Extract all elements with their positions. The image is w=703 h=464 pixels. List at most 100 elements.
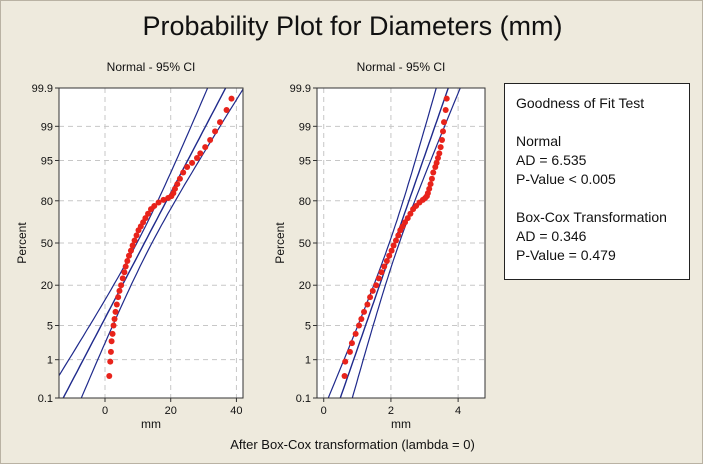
data-point [367, 294, 374, 301]
data-point [427, 181, 434, 188]
y-tick-label: 0.1 [296, 393, 311, 405]
fit-line [62, 88, 227, 398]
data-point [404, 215, 411, 222]
y-tick-label: 99.9 [32, 83, 53, 95]
x-tick-label: 20 [165, 405, 177, 417]
x-tick-label: 4 [455, 405, 461, 417]
data-point [436, 150, 443, 157]
data-point [122, 263, 129, 270]
data-point [434, 154, 441, 161]
data-point [176, 175, 183, 182]
y-tick-label: 99.9 [290, 83, 311, 95]
probability-plot-1: 0.1 1 5 20 50 80 95 99 99.9 0 20 40 Normal - 95% CI m… [15, 60, 244, 431]
data-point [392, 237, 399, 244]
y-tick-label: 80 [299, 196, 311, 208]
data-point [127, 247, 134, 254]
y-tick-label: 50 [41, 238, 53, 250]
data-point [442, 106, 449, 113]
y-tick-label: 99 [41, 121, 53, 133]
data-point [174, 181, 181, 188]
gof-heading: Goodness of Fit Test [516, 95, 645, 111]
data-point [119, 275, 126, 282]
data-point [430, 169, 437, 176]
y-tick-label: 95 [41, 155, 53, 167]
x-tick-label: 2 [388, 405, 394, 417]
data-point [438, 136, 445, 143]
subplot-title: Normal - 95% CI [107, 60, 196, 74]
data-point [378, 269, 385, 276]
data-point [160, 196, 167, 203]
goodness-of-fit-box: Goodness of Fit Test Normal AD = 6.535 P… [504, 83, 690, 280]
y-tick-label: 80 [41, 196, 53, 208]
y-tick-label: 20 [41, 280, 53, 292]
data-point [116, 287, 123, 294]
data-point [133, 232, 140, 239]
data-point [352, 330, 359, 337]
data-point [369, 287, 376, 294]
data-point [426, 185, 433, 192]
data-point [155, 199, 162, 206]
data-point [106, 373, 113, 380]
y-tick-label: 95 [299, 155, 311, 167]
data-point [109, 330, 116, 337]
x-axis-label: mm [141, 417, 161, 431]
data-point [115, 294, 122, 301]
data-point [125, 252, 132, 259]
y-tick-label: 20 [299, 280, 311, 292]
data-point [388, 247, 395, 254]
y-tick-label: 5 [305, 321, 311, 333]
y-tick-label: 0.1 [38, 393, 53, 405]
data-point [342, 358, 349, 365]
data-point [223, 106, 230, 113]
probability-plot-2: 0.1 1 5 20 50 80 95 99 99.9 0 2 4 Normal - 95% CI mm P… [273, 60, 486, 431]
data-point [433, 159, 440, 166]
data-point [112, 308, 119, 315]
data-point [346, 348, 353, 355]
ci-lower-line [59, 88, 209, 377]
data-point [361, 308, 368, 315]
data-point [107, 348, 114, 355]
data-point [395, 232, 402, 239]
data-point [197, 150, 204, 157]
data-point [110, 322, 117, 329]
data-point [356, 322, 362, 329]
data-point [124, 257, 131, 264]
data-point [364, 301, 371, 308]
y-tick-label: 5 [47, 321, 53, 333]
y-tick-label: 1 [305, 355, 311, 367]
gof-normal-label: Normal [516, 133, 562, 149]
data-point [171, 185, 178, 192]
data-point [207, 136, 214, 143]
data-point [348, 340, 355, 347]
y-axis-label: Percent [15, 222, 29, 264]
data-point [375, 275, 382, 282]
data-point [194, 154, 200, 161]
data-point [118, 282, 125, 289]
y-tick-label: 99 [299, 121, 311, 133]
data-point [228, 95, 235, 102]
x-tick-label: 0 [321, 405, 327, 417]
data-point [189, 159, 196, 166]
data-point [107, 358, 114, 365]
data-point [202, 144, 209, 151]
data-point [212, 128, 219, 135]
data-point [373, 282, 380, 289]
chart-title: Probability Plot for Diameters (mm) [142, 11, 563, 41]
data-point [151, 202, 158, 209]
ci-upper-line [351, 88, 461, 398]
data-point [443, 95, 450, 102]
x-tick-label: 0 [102, 405, 108, 417]
data-point [142, 215, 149, 222]
data-point [383, 257, 390, 264]
data-point [390, 242, 397, 249]
x-axis-label: mm [391, 417, 411, 431]
x-tick-label: 40 [230, 405, 242, 417]
gof-boxcox-ad: AD = 0.346 [516, 228, 587, 244]
ci-upper-line [80, 88, 243, 398]
gof-boxcox-label: Box-Cox Transformation [516, 209, 667, 225]
y-axis-label: Percent [273, 222, 287, 264]
data-point [121, 269, 128, 276]
data-point [145, 210, 152, 217]
